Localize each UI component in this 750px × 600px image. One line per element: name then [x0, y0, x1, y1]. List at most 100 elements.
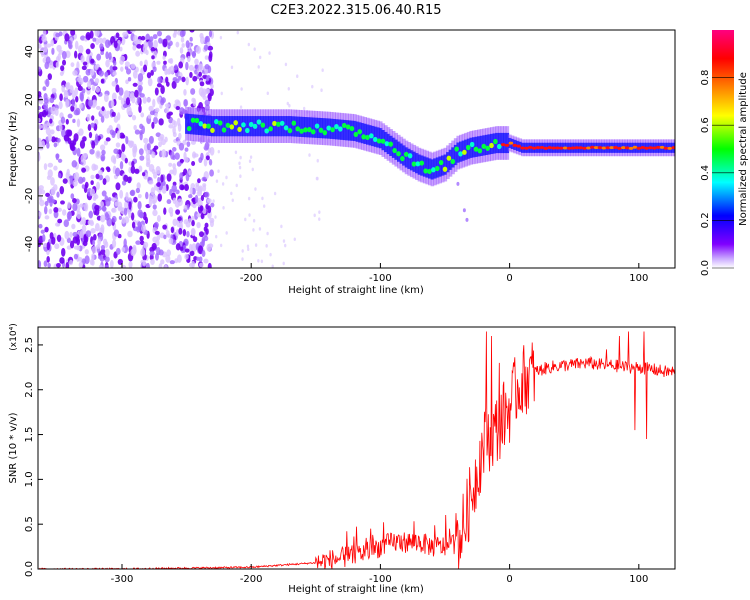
spectrogram-ridge-band	[190, 114, 194, 135]
snr-frame	[37, 326, 676, 570]
spectrogram-noise-cell	[124, 157, 128, 164]
spectrogram-noise-cell	[102, 178, 107, 185]
spectrogram-noise-cell	[165, 254, 171, 263]
spectrogram-noise-cell	[72, 197, 77, 204]
spectrogram-ridge-peak	[411, 161, 417, 167]
spectrogram-y-ticks: -40 -20 0 20 40	[24, 45, 43, 252]
spectrogram-ridge-peak	[570, 146, 576, 150]
spectrogram-noise-cell	[130, 165, 136, 174]
spectrogram-ridge-peak	[442, 166, 448, 172]
spectrogram-noise-cell	[136, 39, 142, 45]
spectrogram-noise-cell	[170, 226, 175, 234]
spectrogram-x-tick-label: -200	[240, 273, 263, 284]
spectrogram-noise-cell	[51, 47, 55, 55]
spectrogram-noise-cell	[293, 237, 296, 242]
spectrogram-noise-cell	[115, 153, 120, 159]
spectrogram-noise-cell	[60, 200, 65, 205]
spectrogram-ridge-band	[213, 116, 218, 137]
spectrogram-noise-cell	[142, 44, 148, 54]
spectrogram-ridge-peak	[272, 120, 277, 127]
spectrogram-noise-cell	[102, 205, 107, 212]
spectrogram-noise-cell	[132, 70, 138, 79]
spectrogram-noise-cell	[94, 78, 100, 84]
spectrogram-noise-cell	[124, 216, 130, 224]
spectrogram-noise-cell	[140, 112, 145, 118]
spectrogram-noise-cell	[60, 65, 65, 72]
spectrogram-ridge-peak	[586, 146, 591, 150]
spectrogram-noise-cell	[55, 61, 60, 68]
spectrogram-ridge-peak	[659, 145, 665, 149]
spectrogram-noise-cell	[146, 97, 152, 103]
spectrogram-noise-cell	[76, 118, 81, 128]
spectrogram-ridge-peak	[349, 125, 355, 132]
spectrogram-noise-cell	[111, 80, 117, 87]
spectrogram-ridge-peak	[566, 146, 572, 150]
spectrogram-noise-cell	[74, 87, 79, 97]
spectrogram-noise-cell	[50, 186, 56, 196]
spectrogram-ridge-peak	[427, 168, 432, 175]
spectrogram-noise-cell	[72, 179, 78, 187]
spectrogram-noise-cell	[177, 198, 183, 207]
snr-x-tick-label: 100	[629, 574, 648, 585]
spectrogram-noise-cell	[146, 143, 151, 151]
spectrogram-noise-cell	[178, 61, 184, 69]
spectrogram-noise-cell	[137, 200, 142, 210]
spectrogram-noise-cell	[128, 111, 133, 116]
spectrogram-ridge-band	[505, 132, 510, 154]
spectrogram-noise-cell	[194, 194, 199, 204]
spectrogram-noise-cell	[121, 180, 127, 186]
spectrogram-ridge-peak	[667, 146, 673, 150]
spectrogram-noise-cell	[286, 101, 289, 106]
spectrogram-noise-cell	[139, 60, 143, 66]
spectrogram-ridge-peak	[648, 146, 653, 150]
spectrogram-ridge-peak	[268, 126, 273, 132]
spectrogram-noise-cell	[186, 230, 190, 238]
spectrogram-noise-cell	[177, 123, 182, 132]
spectrogram-noise-cell	[104, 256, 110, 263]
spectrogram-ridge-peak	[233, 120, 238, 126]
spectrogram-ridge-peak	[190, 117, 196, 123]
spectrogram-noise-cell	[198, 63, 203, 72]
spectrogram-noise-cell	[44, 215, 50, 220]
spectrogram-ridge-peak	[276, 121, 281, 127]
spectrogram-noise-cell	[198, 71, 202, 77]
spectrogram-noise-cell	[79, 203, 84, 208]
spectrogram-noise-cell	[183, 156, 189, 163]
spectrogram-noise-cell	[133, 124, 137, 131]
spectrogram-noise-cell	[196, 221, 201, 229]
spectrogram-x-tick-label: -300	[111, 273, 134, 284]
spectrogram-noise-cell	[148, 180, 154, 185]
spectrogram-noise-cell	[266, 91, 269, 96]
spectrogram-ridge-band	[422, 156, 427, 177]
spectrogram-ridge-band	[267, 116, 272, 137]
spectrogram-noise-cell	[161, 149, 167, 158]
spectrogram-noise-cell	[162, 224, 167, 230]
spectrogram-noise-cell	[111, 197, 117, 202]
spectrogram-noise-cell	[74, 50, 78, 59]
spectrogram-noise-cell	[42, 57, 47, 64]
spectrogram-noise-cell	[178, 142, 185, 151]
spectrogram-marks	[38, 30, 675, 268]
spectrogram-noise-cell	[104, 248, 110, 258]
spectrogram-noise-cell	[54, 243, 60, 250]
spectrogram-ridge-peak	[644, 146, 649, 150]
spectrogram-noise-cell	[40, 229, 45, 234]
spectrogram-noise-cell	[65, 118, 69, 125]
spectrogram-ridge-peak	[260, 122, 266, 128]
spectrogram-ridge-peak	[400, 156, 405, 162]
spectrogram-ridge-band	[272, 116, 277, 137]
spectrogram-noise-cell	[82, 75, 89, 83]
spectrogram-noise-cell	[175, 209, 181, 215]
spectrogram-noise-cell	[160, 139, 166, 146]
spectrogram-noise-cell	[54, 222, 60, 227]
spectrogram-noise-cell	[121, 143, 126, 153]
spectrogram-ridge-peak	[632, 145, 638, 149]
spectrogram-noise-cell	[153, 116, 158, 125]
spectrogram-noise-cell	[89, 68, 95, 76]
spectrogram-noise-cell	[47, 162, 54, 168]
spectrogram-noise-cell	[58, 101, 63, 110]
spectrogram-ridge-band	[291, 116, 295, 137]
spectrogram-noise-cell	[114, 201, 119, 207]
spectrogram-noise-cell	[92, 195, 97, 201]
spectrogram-noise-cell	[56, 262, 61, 268]
